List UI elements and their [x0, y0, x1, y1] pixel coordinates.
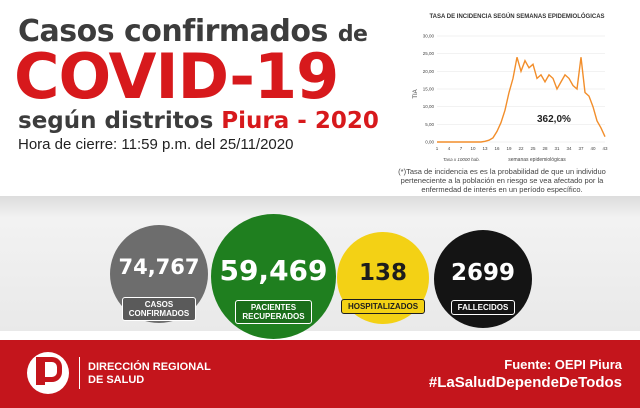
- chart-x-tick-label: 13: [482, 146, 488, 151]
- chart-x-tick-label: 37: [578, 146, 584, 151]
- chart-y-tick-label: 20,00: [423, 69, 435, 74]
- chart-y-tick-label: 0,00: [425, 140, 434, 145]
- chart-footnote: (*)Tasa de incidencia es es la probabili…: [398, 167, 606, 194]
- chart-xlabel: semanas epidemiológicas: [508, 157, 566, 163]
- chart-x-tick-label: 25: [530, 146, 536, 151]
- chart-ylabel: TIA: [413, 89, 419, 98]
- footer-source: Fuente: OEPI Piura #LaSaludDependeDeTodo…: [429, 356, 622, 392]
- title-line1: Casos confirmados de: [18, 14, 368, 49]
- stat-hospitalizados-value: 138: [358, 260, 407, 286]
- stat-fallecidos: 2699 FALLECIDOS: [434, 230, 532, 328]
- chart-note: Tasa x 10000 hab.: [443, 157, 480, 162]
- stat-recuperados-label: PACIENTES RECUPERADOS: [235, 300, 312, 324]
- title-covid: COVID-19: [14, 40, 339, 113]
- chart-x-tick-label: 1: [436, 146, 439, 151]
- footer-fuente: Fuente: OEPI Piura: [504, 357, 622, 372]
- chart-x-tick-label: 22: [518, 146, 524, 151]
- chart-x-tick-label: 40: [590, 146, 596, 151]
- chart-y-tick-label: 25,00: [423, 51, 435, 56]
- title-line3: según distritos Piura - 2020: [18, 108, 379, 134]
- logo-p-stem: [36, 357, 59, 385]
- direccion-line-1: DIRECCIÓN REGIONAL: [88, 361, 211, 373]
- chart-series-line: [437, 57, 606, 143]
- gobierno-regional-logo: [27, 352, 69, 394]
- footer-divider: [79, 357, 80, 389]
- stat-fallecidos-label: FALLECIDOS: [450, 300, 516, 315]
- chart-x-tick-label: 34: [566, 146, 572, 151]
- logo-p-bowl: [41, 357, 62, 382]
- chart-y-tick-label: 10,00: [423, 104, 435, 109]
- stat-confirmados-label-2: CONFIRMADOS: [128, 309, 190, 318]
- footer-bar: [0, 340, 640, 408]
- stat-confirmados-label-1: CASOS: [144, 300, 174, 309]
- chart-x-tick-label: 31: [554, 146, 560, 151]
- footer-hashtag: #LaSaludDependeDeTodos: [428, 374, 622, 391]
- chart-title: TASA DE INCIDENCIA SEGÚN SEMANAS EPIDEMI…: [429, 12, 604, 20]
- incidence-chart: TASA DE INCIDENCIA SEGÚN SEMANAS EPIDEMI…: [405, 6, 630, 166]
- title-piura-year: Piura - 2020: [221, 108, 379, 134]
- stats-band-shadow: [0, 196, 640, 218]
- chart-x-tick-label: 4: [448, 146, 451, 151]
- stat-hospitalizados: 138 HOSPITALIZADOS: [337, 232, 429, 324]
- title-segun-distritos: según distritos: [18, 108, 214, 134]
- incidence-chart-svg: TASA DE INCIDENCIA SEGÚN SEMANAS EPIDEMI…: [413, 12, 608, 163]
- chart-y-tick-label: 5,00: [425, 122, 434, 127]
- title-de: de: [337, 22, 368, 47]
- chart-x-tick-label: 16: [494, 146, 500, 151]
- chart-y-tick-label: 30,00: [423, 34, 435, 39]
- stat-hospitalizados-label: HOSPITALIZADOS: [340, 299, 426, 314]
- chart-x-tick-label: 43: [602, 146, 608, 151]
- chart-x-tick-label: 10: [470, 146, 476, 151]
- chart-x-tick-label: 28: [542, 146, 548, 151]
- stat-recuperados: 59,469 PACIENTES RECUPERADOS: [211, 214, 336, 339]
- chart-y-ticks: 0,00 5,00 10,00 15,00 20,00 25,00 30,00: [423, 34, 435, 145]
- stat-recuperados-value: 59,469: [219, 254, 328, 287]
- stat-confirmados-value: 74,767: [118, 255, 200, 279]
- direccion-line-2: DE SALUD: [88, 374, 145, 386]
- stat-recuperados-label-2: RECUPERADOS: [242, 312, 305, 321]
- chart-x-ticks: 1 4 7 10 13 16 19 22 25 28 31 34 37 40 43: [436, 146, 608, 151]
- chart-gridlines: [437, 35, 605, 143]
- title-casos-confirmados: Casos confirmados: [18, 14, 328, 49]
- chart-y-tick-label: 15,00: [423, 87, 435, 92]
- stat-fallecidos-value: 2699: [450, 260, 515, 286]
- stat-confirmados-label: CASOS CONFIRMADOS: [121, 297, 197, 321]
- stat-recuperados-label-1: PACIENTES: [250, 303, 297, 312]
- chart-x-tick-label: 7: [460, 146, 463, 151]
- stat-confirmados: 74,767 CASOS CONFIRMADOS: [110, 225, 208, 323]
- chart-x-tick-label: 19: [506, 146, 512, 151]
- chart-annotation: 362,0%: [537, 114, 571, 125]
- closing-time: Hora de cierre: 11:59 p.m. del 25/11/202…: [18, 136, 294, 153]
- direccion-regional: DIRECCIÓN REGIONAL DE SALUD: [88, 361, 211, 387]
